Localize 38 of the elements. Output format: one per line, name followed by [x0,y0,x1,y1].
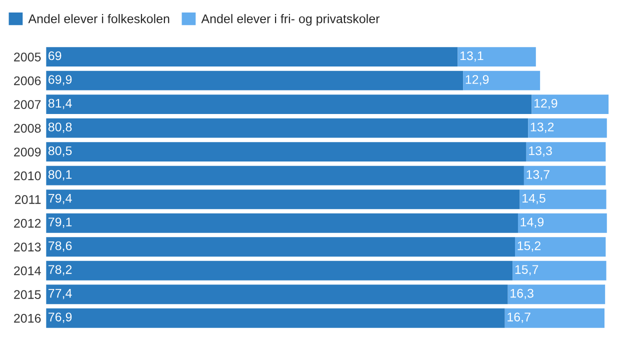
y-tick-label: 2012 [14,218,41,228]
data-label: 80,1 [48,170,72,180]
data-label: 78,2 [48,265,72,276]
y-tick-label: 2010 [14,171,41,180]
data-label: 78,6 [48,241,72,252]
data-label: 13,1 [460,51,484,62]
data-label: 69 [48,51,62,60]
y-tick-label: 2011 [14,195,41,204]
legend-label: Andel elever i folkeskolen [28,14,170,24]
data-label: 16,7 [508,312,530,323]
data-label: 15,2 [518,241,540,252]
data-label: 12,9 [466,75,489,86]
y-tick-label: 2015 [14,290,41,299]
y-tick-label: 2014 [14,266,41,276]
y-tick-label: 2016 [14,314,41,323]
y-tick-label: 2005 [14,52,41,62]
data-label: 69,9 [48,75,72,86]
data-label: 79,1 [48,218,72,228]
y-tick-label: 2013 [14,242,41,252]
data-label: 14,9 [520,218,544,228]
y-tick-label: 2006 [14,76,41,86]
data-label: 14,5 [522,194,546,204]
legend-label: Andel elever i fri- og privatskoler [201,14,380,26]
data-label: 13,3 [529,146,552,157]
y-tick-label: 2007 [14,100,41,109]
data-label: 76,9 [48,312,72,323]
data-label: 80,8 [48,122,72,133]
data-label: 13,7 [526,170,550,180]
data-label: 16,3 [510,288,534,300]
data-label: 15,7 [515,265,538,276]
data-label: 80,5 [48,146,72,157]
y-tick-label: 2008 [14,124,41,133]
data-label: 13,2 [530,122,554,133]
data-label: 12,9 [534,98,558,110]
data-label: 81,4 [48,98,72,110]
data-label: 77,4 [48,288,72,300]
y-tick-label: 2009 [14,148,41,156]
data-label: 79,4 [48,194,72,204]
